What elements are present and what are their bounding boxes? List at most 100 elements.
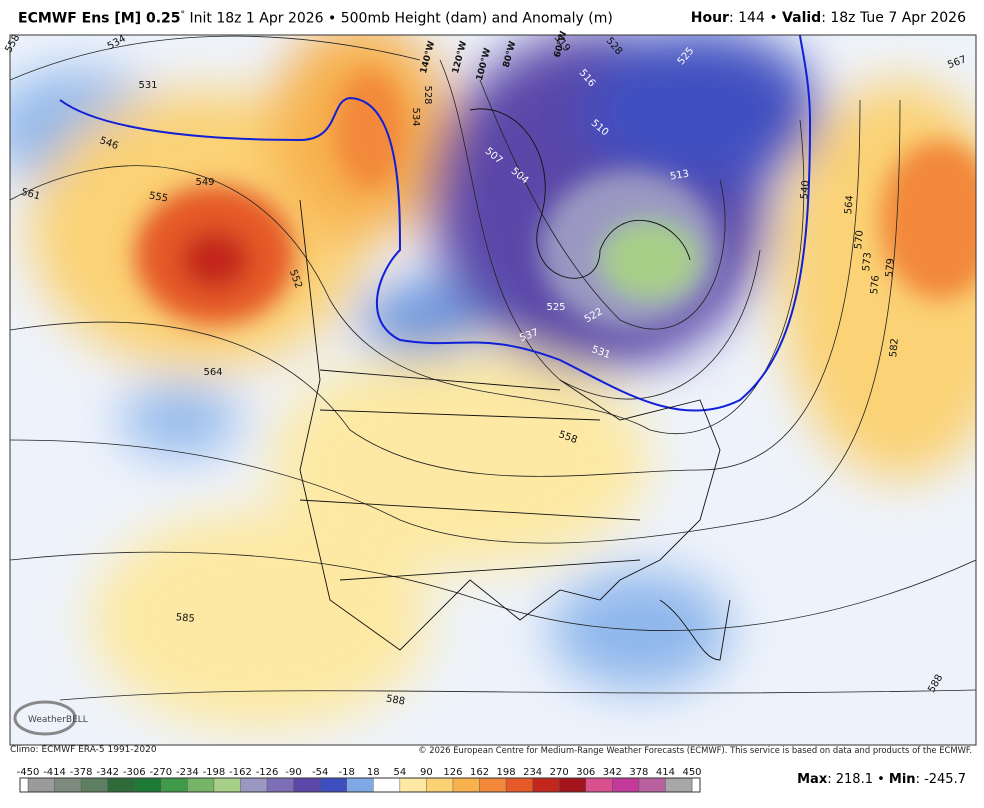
colorbar: -450 -414 -378 -342 -306 -270 -234 -198 -162 -126…	[17, 767, 702, 793]
climo: Climo: ECMWF ERA-5 1991-2020	[10, 745, 157, 755]
colorbar-swatch	[452, 778, 481, 792]
header-right: Hour: 144 • Valid: 18z Tue 7 Apr 2026	[690, 10, 966, 26]
contour-label: 564	[203, 367, 222, 378]
colorbar-swatch	[134, 778, 162, 792]
contour-label: 570	[853, 230, 866, 250]
contour-label: 510	[589, 118, 611, 139]
colorbar-swatch	[293, 778, 321, 792]
colorbar-swatch	[585, 778, 613, 792]
contour-label: 585	[175, 612, 195, 625]
contour-label: 528	[422, 85, 433, 104]
colorbar-tick-label: -18	[339, 767, 355, 778]
contour-label: 561	[20, 187, 41, 203]
colorbar-frame	[19, 777, 701, 793]
colorbar-swatch	[187, 778, 215, 792]
contour-label: 522	[583, 306, 605, 325]
colorbar-swatch	[612, 778, 640, 792]
contour-label: 525	[676, 46, 697, 68]
colorbar-swatch	[506, 778, 534, 792]
colorbar-tick-label: 234	[523, 767, 542, 778]
colorbar-tick-label: 90	[420, 767, 433, 778]
contour-label: 504	[509, 166, 531, 187]
contour-label: 549	[195, 177, 214, 188]
logo: WeatherBELL	[13, 700, 88, 736]
colorbar-swatch	[81, 778, 109, 792]
colorbar-swatch	[160, 778, 188, 792]
logo-text: WeatherBELL	[28, 715, 88, 725]
contour-label: 540	[799, 180, 812, 200]
colorbar-swatch	[107, 778, 135, 792]
header: ECMWF Ens [M] 0.25° Init 18z 1 Apr 2026 …	[0, 0, 984, 34]
contour-label: 564	[843, 195, 856, 215]
info: Init 18z 1 Apr 2026 • 500mb Height (dam)…	[189, 10, 613, 27]
colorbar-swatch	[638, 778, 666, 792]
degree: °	[180, 10, 186, 20]
colorbar-tick-label: -234	[176, 767, 199, 778]
colorbar-tick-label: -342	[96, 767, 119, 778]
colorbar-tick-label: 414	[656, 767, 675, 778]
stats: Max: 218.1 • Min: -245.7	[797, 772, 966, 787]
contour-label: 555	[148, 190, 169, 204]
copyright: © 2026 European Centre for Medium-Range …	[418, 745, 972, 755]
contour-label: 558	[557, 429, 579, 446]
colorbar-swatch	[665, 778, 693, 792]
contour-label: 534	[410, 107, 421, 126]
model: ECMWF Ens [M] 0.25	[18, 10, 181, 27]
max-label: Max	[797, 772, 828, 787]
colorbar-swatch	[532, 778, 560, 792]
colorbar-swatch	[28, 778, 56, 792]
colorbar-swatch	[267, 778, 295, 792]
colorbar-swatch	[213, 778, 241, 792]
colorbar-tick-label: -198	[203, 767, 226, 778]
colorbar-tick-label: -54	[312, 767, 328, 778]
colorbar-tick-label: 450	[682, 767, 701, 778]
colorbar-tick-label: -270	[149, 767, 172, 778]
contour-label: 528	[604, 36, 625, 58]
contour-label: 552	[287, 268, 304, 290]
min: -245.7	[924, 772, 966, 787]
colorbar-swatch	[479, 778, 507, 792]
contour-label: 582	[888, 338, 901, 358]
colorbar-swatch	[346, 778, 374, 792]
contour-label: 513	[669, 168, 690, 182]
header-left: ECMWF Ens [M] 0.25° Init 18z 1 Apr 2026 …	[18, 10, 613, 27]
valid: : 18z Tue 7 Apr 2026	[821, 10, 966, 26]
min-label: Min	[888, 772, 916, 787]
max: 218.1	[835, 772, 873, 787]
valid-label: Valid	[782, 10, 822, 26]
contour-label: 573	[861, 252, 874, 272]
colorbar-tick-label: -90	[285, 767, 301, 778]
contour-label: 534	[106, 33, 128, 52]
contour-label: 525	[546, 302, 565, 313]
colorbar-tick-label: 162	[470, 767, 489, 778]
colorbar-swatch	[320, 778, 348, 792]
colorbar-tick-label: -126	[256, 767, 279, 778]
anomaly-field	[10, 35, 976, 745]
contour-label: 516	[577, 68, 598, 90]
colorbar-swatch	[426, 778, 454, 792]
contour-label: 558	[3, 33, 22, 55]
contour-label: 507	[483, 146, 505, 167]
colorbar-tick-label: -306	[123, 767, 146, 778]
colorbar-tick-label: 198	[497, 767, 516, 778]
meridian-label: 60°W	[553, 30, 570, 59]
meridian-label: 120°W	[451, 40, 469, 75]
contour-label: 537	[518, 327, 540, 344]
hour: 144	[738, 10, 765, 26]
contour-label: 531	[590, 344, 612, 361]
contour-label: 531	[138, 80, 157, 91]
contour-label: 519	[552, 33, 573, 55]
colorbar-tick-label: 54	[393, 767, 406, 778]
colorbar-tick-label: 126	[443, 767, 462, 778]
colorbar-swatch	[399, 778, 427, 792]
colorbar-swatch	[240, 778, 268, 792]
colorbar-tick-label: -450	[17, 767, 40, 778]
colorbar-tick-label: 342	[603, 767, 622, 778]
meridian-label: 100°W	[475, 47, 493, 82]
colorbar-tick-label: 18	[367, 767, 380, 778]
colorbar-tick-label: -414	[43, 767, 66, 778]
colorbar-tick-label: 378	[629, 767, 648, 778]
contour-label: 576	[869, 275, 882, 295]
